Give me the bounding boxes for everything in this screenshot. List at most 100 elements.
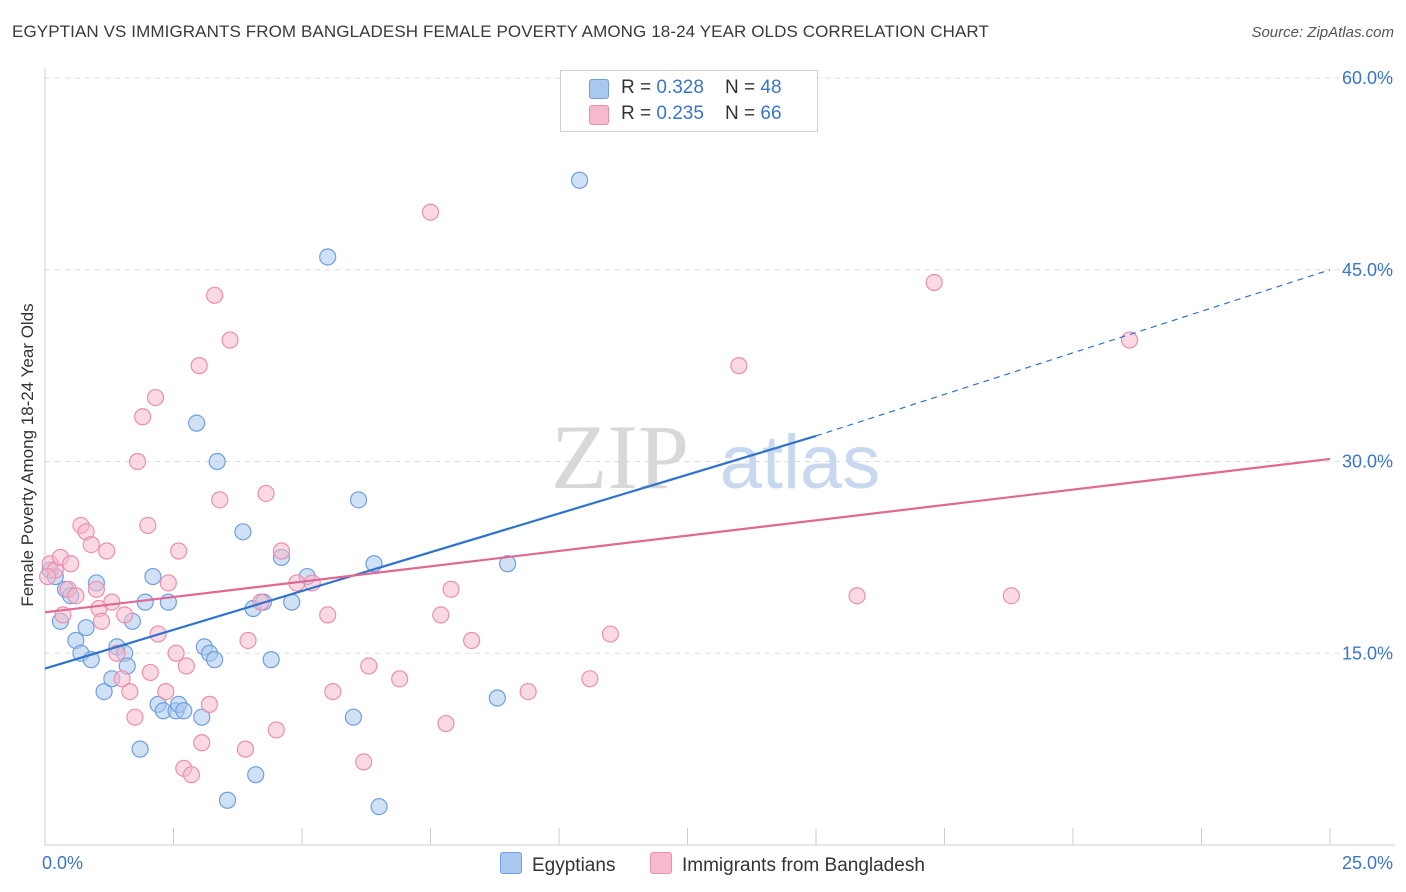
data-point-bangladesh <box>190 357 208 375</box>
data-point-bangladesh <box>116 606 134 624</box>
data-point-bangladesh <box>200 695 219 713</box>
data-point-bangladesh <box>360 657 378 675</box>
data-point-egyptians <box>499 555 517 573</box>
data-point-bangladesh <box>463 631 481 650</box>
trend-line-egyptians-extension <box>815 269 1331 437</box>
data-point-bangladesh <box>167 644 185 662</box>
data-point-bangladesh <box>848 587 866 605</box>
x-tick-label: 0.0% <box>42 853 83 873</box>
axes <box>44 68 1395 846</box>
data-point-bangladesh <box>1002 587 1020 605</box>
data-point-egyptians <box>193 708 211 726</box>
data-point-bangladesh <box>601 625 620 643</box>
data-point-bangladesh <box>319 606 337 624</box>
data-point-bangladesh <box>62 555 80 573</box>
legend-r-label: R = <box>621 77 657 98</box>
data-point-bangladesh <box>925 273 943 292</box>
legend: R = 0.328 N = 48 R = 0.235 N = 66 <box>560 70 818 132</box>
data-point-bangladesh <box>1120 331 1139 349</box>
source-label: Source: ZipAtlas.com <box>1251 24 1394 41</box>
data-point-egyptians <box>262 651 280 669</box>
trend-line-egyptians <box>44 434 817 670</box>
data-point-bangladesh <box>437 714 455 733</box>
legend-swatch-blue <box>589 79 609 99</box>
data-point-bangladesh <box>519 682 537 701</box>
data-point-egyptians <box>349 491 368 509</box>
data-point-bangladesh <box>108 644 126 662</box>
data-point-bangladesh <box>121 682 139 701</box>
series-egyptians <box>41 171 589 816</box>
watermark-zip: ZIP <box>551 406 689 508</box>
legend-r-value: 0.235 <box>656 103 704 124</box>
data-point-bangladesh <box>139 516 157 535</box>
data-point-bangladesh <box>128 452 147 471</box>
data-point-egyptians <box>131 740 149 758</box>
data-point-bangladesh <box>82 535 100 554</box>
bottom-legend-swatch-pink <box>650 852 672 874</box>
legend-n-label: N = <box>725 77 761 98</box>
data-point-bangladesh <box>239 631 257 650</box>
data-point-bangladesh <box>157 682 175 701</box>
bottom-legend-bangladesh: Immigrants from Bangladesh <box>650 852 925 877</box>
data-point-bangladesh <box>324 682 342 701</box>
bottom-legend-swatch-blue <box>500 852 522 874</box>
data-point-bangladesh <box>126 708 144 726</box>
data-point-bangladesh <box>355 753 373 771</box>
data-point-bangladesh <box>421 203 440 221</box>
watermark: ZIP atlas <box>551 406 880 508</box>
data-point-bangladesh <box>146 388 165 407</box>
data-point-bangladesh <box>221 331 239 349</box>
data-point-bangladesh <box>206 286 224 304</box>
y-axis-label: Female Poverty Among 18-24 Year Olds <box>18 303 37 607</box>
data-point-bangladesh <box>267 721 285 739</box>
y-tick-label: 30.0% <box>1342 452 1393 472</box>
data-point-egyptians <box>218 791 237 809</box>
data-point-bangladesh <box>98 542 116 560</box>
data-point-egyptians <box>188 414 206 432</box>
legend-r-value: 0.328 <box>656 77 704 98</box>
bottom-legend-label: Egyptians <box>532 855 616 876</box>
grid-lines <box>45 77 1395 654</box>
bottom-legend-egyptians: Egyptians <box>500 852 615 877</box>
y-tick-label: 15.0% <box>1342 643 1393 663</box>
trend-line-bangladesh <box>44 457 1331 614</box>
data-point-bangladesh <box>87 580 106 598</box>
data-point-bangladesh <box>272 542 291 560</box>
data-point-egyptians <box>95 682 113 701</box>
data-point-bangladesh <box>141 663 159 682</box>
data-point-bangladesh <box>170 542 188 560</box>
data-point-egyptians <box>206 651 224 669</box>
trend-lines <box>44 269 1331 670</box>
data-point-bangladesh <box>92 612 111 630</box>
data-point-egyptians <box>175 702 193 720</box>
data-point-bangladesh <box>391 670 409 688</box>
data-point-bangladesh <box>442 580 460 598</box>
data-point-bangladesh <box>581 670 599 688</box>
data-point-bangladesh <box>177 657 195 675</box>
data-point-egyptians <box>77 619 95 637</box>
data-point-egyptians <box>234 523 252 541</box>
y-tick-label: 45.0% <box>1342 260 1393 280</box>
data-point-bangladesh <box>193 734 211 752</box>
watermark-atlas: atlas <box>720 420 881 505</box>
legend-swatch-pink <box>589 105 609 125</box>
legend-n-value: 48 <box>760 77 782 98</box>
data-point-bangladesh <box>38 567 57 586</box>
data-point-egyptians <box>488 689 506 707</box>
data-point-bangladesh <box>113 670 131 688</box>
data-point-egyptians <box>344 708 362 726</box>
data-point-bangladesh <box>159 574 177 592</box>
data-point-bangladesh <box>103 593 121 611</box>
data-point-egyptians <box>319 248 337 266</box>
data-point-bangladesh <box>236 740 255 758</box>
legend-r-label: R = <box>621 103 657 124</box>
chart-title: EGYPTIAN VS IMMIGRANTS FROM BANGLADESH F… <box>12 22 989 41</box>
data-point-egyptians <box>370 798 388 816</box>
y-tick-label: 60.0% <box>1342 68 1393 88</box>
bottom-legend-label: Immigrants from Bangladesh <box>682 855 925 876</box>
data-point-bangladesh <box>67 587 85 605</box>
data-point-bangladesh <box>257 484 275 503</box>
data-point-egyptians <box>570 171 589 189</box>
data-point-bangladesh <box>730 357 748 375</box>
